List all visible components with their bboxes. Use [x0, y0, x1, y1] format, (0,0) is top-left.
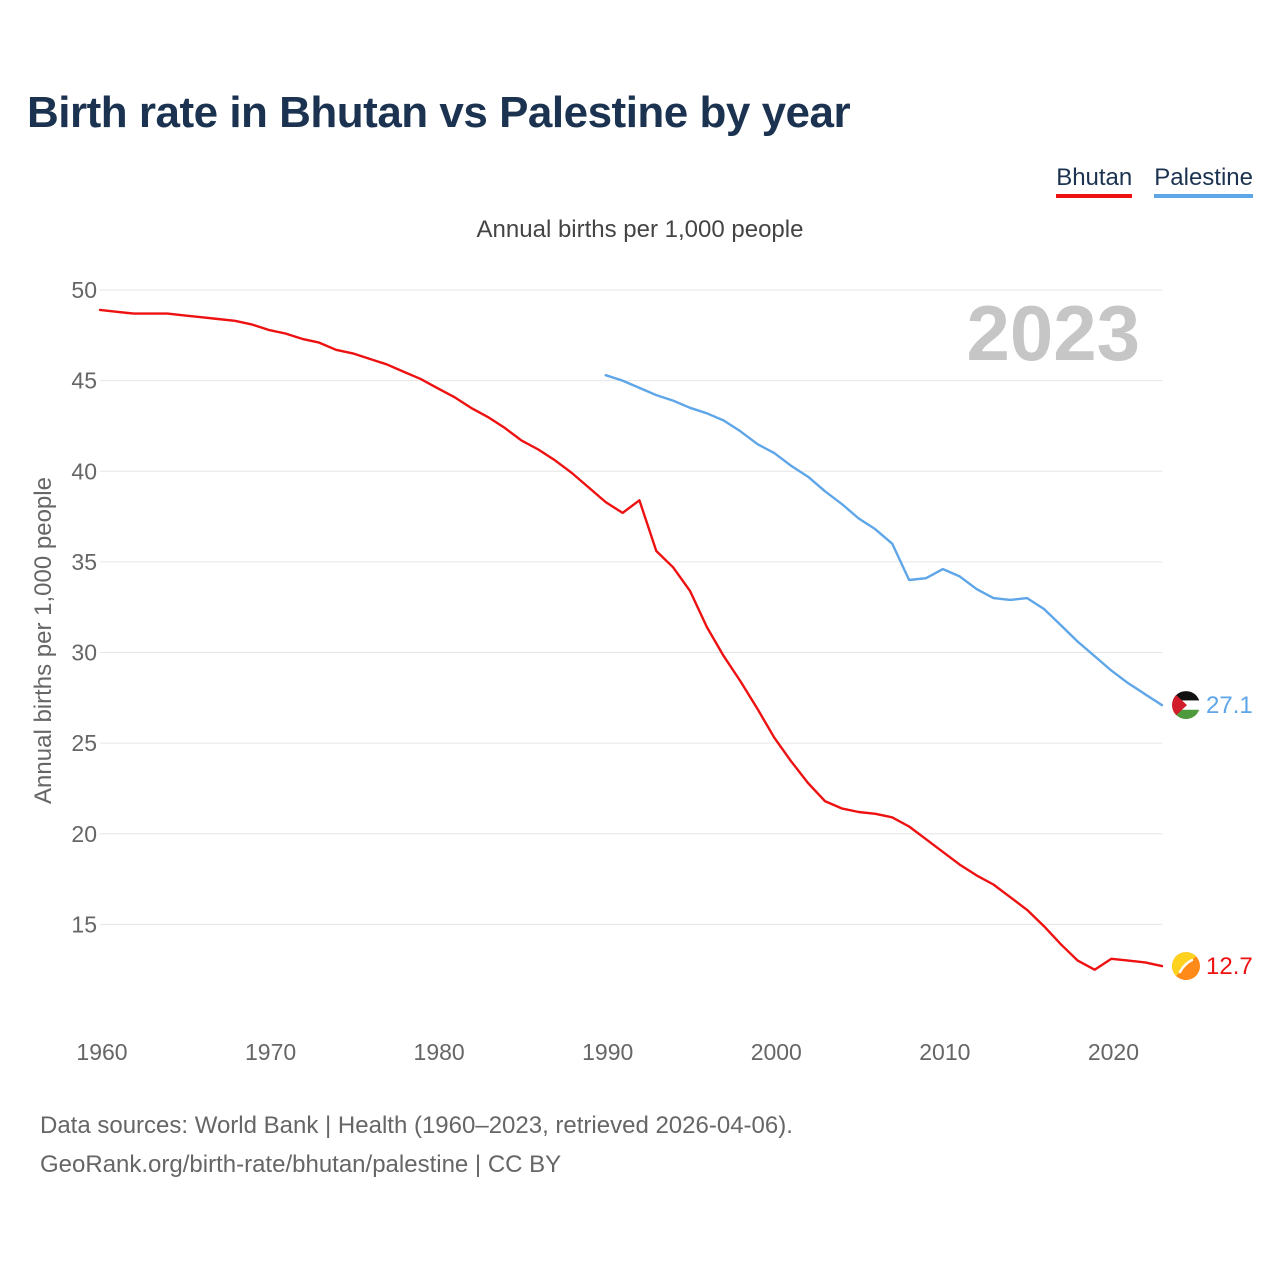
y-tick-label: 20	[71, 821, 97, 847]
bhutan-flag-icon	[1172, 952, 1200, 981]
legend: Bhutan Palestine	[1056, 164, 1253, 198]
source-note: Data sources: World Bank | Health (1960–…	[40, 1106, 793, 1184]
y-tick-label: 40	[71, 458, 97, 484]
line-chart: 15 20 25 30 35 40 45 50 1960 1970 1980 1990 2000 2010…	[30, 277, 1253, 1065]
y-tick-label: 15	[71, 911, 97, 937]
x-tick-label: 1960	[76, 1039, 127, 1065]
year-watermark: 2023	[966, 289, 1140, 377]
x-tick-label: 1980	[414, 1039, 465, 1065]
y-tick-label: 50	[71, 277, 97, 303]
x-tick-label: 2000	[751, 1039, 802, 1065]
page-title: Birth rate in Bhutan vs Palestine by yea…	[27, 88, 851, 137]
y-tick-label: 30	[71, 640, 97, 666]
palestine-flag-icon	[1172, 691, 1200, 720]
x-tick-label: 2010	[919, 1039, 970, 1065]
series-line-bhutan[interactable]	[98, 308, 1164, 971]
y-axis-label: Annual births per 1,000 people	[30, 477, 57, 804]
series-line-palestine[interactable]	[604, 374, 1164, 707]
legend-item-bhutan[interactable]: Bhutan	[1056, 164, 1133, 198]
source-line-2[interactable]: GeoRank.org/birth-rate/bhutan/palestine …	[40, 1151, 562, 1178]
y-tick-label: 25	[71, 730, 97, 756]
x-tick-label: 2020	[1088, 1039, 1139, 1065]
y-tick-label: 35	[71, 549, 97, 575]
end-value-label-palestine: 27.1	[1206, 692, 1253, 719]
x-tick-label: 1990	[582, 1039, 633, 1065]
x-tick-label: 1970	[245, 1039, 296, 1065]
end-value-label-bhutan: 12.7	[1206, 953, 1253, 980]
chart-subtitle: Annual births per 1,000 people	[476, 216, 804, 243]
y-tick-label: 45	[71, 368, 97, 394]
legend-item-palestine[interactable]: Palestine	[1154, 164, 1253, 198]
source-line-1: Data sources: World Bank | Health (1960–…	[40, 1112, 793, 1139]
